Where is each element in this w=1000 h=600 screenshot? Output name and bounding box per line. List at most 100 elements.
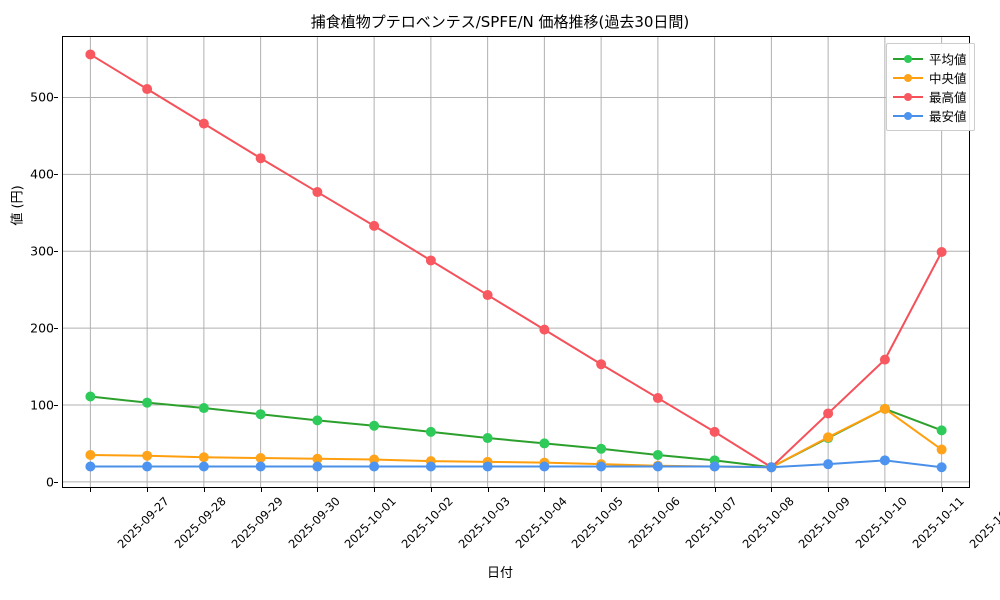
x-tick-mark (657, 488, 659, 492)
legend-swatch-icon (893, 90, 923, 104)
legend-swatch-icon (893, 52, 923, 66)
data-point (482, 461, 493, 472)
data-point (255, 153, 266, 164)
data-point (596, 359, 607, 370)
y-tick-mark (54, 97, 58, 99)
x-tick-mark (828, 488, 830, 492)
x-tick-label: 2025-10-05 (568, 494, 627, 552)
x-tick-label: 2025-10-08 (739, 494, 797, 552)
series-line-4 (89, 459, 943, 469)
x-tick-mark (544, 488, 546, 492)
data-point (936, 247, 947, 258)
data-point (312, 415, 323, 426)
data-point (709, 461, 720, 472)
legend-label: 中央値 (929, 71, 967, 86)
x-tick-label: 2025-10-06 (625, 494, 683, 552)
y-tick-label: 100 (30, 397, 54, 413)
plot-border (62, 36, 970, 488)
legend-swatch-icon (893, 71, 923, 85)
y-tick-label: 0 (46, 474, 54, 490)
data-point (369, 220, 380, 231)
data-point (709, 426, 720, 437)
legend-label: 平均値 (929, 52, 967, 67)
y-tick-mark (54, 404, 58, 406)
plot-area (62, 36, 970, 488)
data-point (823, 459, 834, 470)
data-point (936, 425, 947, 436)
x-tick-mark (374, 488, 376, 492)
data-point (312, 461, 323, 472)
y-tick-mark (54, 481, 58, 483)
x-tick-label: 2025-10-07 (682, 494, 740, 552)
data-point (652, 461, 663, 472)
x-tick-label: 2025-10-01 (341, 494, 400, 552)
data-point (369, 454, 380, 465)
x-tick-mark (601, 488, 603, 492)
data-point (255, 453, 266, 464)
x-tick-mark (771, 488, 773, 492)
data-point (198, 461, 209, 472)
data-point (198, 403, 209, 414)
data-point (539, 438, 550, 449)
x-tick-mark (714, 488, 716, 492)
data-point (596, 461, 607, 472)
legend-label: 最高値 (929, 90, 967, 105)
data-point (142, 450, 153, 461)
chart-legend: 平均値中央値最高値 最安値 (886, 43, 975, 131)
data-point (652, 393, 663, 404)
y-tick-label: 500 (30, 89, 54, 105)
x-tick-mark (317, 488, 319, 492)
series-line-2 (89, 407, 943, 469)
y-tick-label: 400 (30, 166, 54, 182)
data-point (425, 461, 436, 472)
data-point (482, 290, 493, 301)
legend-item-2[interactable]: 中央値 (893, 68, 967, 87)
data-point (823, 432, 834, 443)
legend-item-4[interactable]: 最安値 (893, 106, 967, 125)
x-axis-tick-labels: 2025-09-27 2025-09-28 2025-09-29 2025-09-30… (62, 488, 1000, 568)
data-point (85, 449, 96, 460)
legend-swatch-icon (893, 109, 923, 123)
data-point (85, 391, 96, 402)
legend-item-1[interactable]: 平均値 (893, 49, 967, 68)
x-tick-label: 2025-10-10 (852, 494, 910, 552)
data-point (198, 118, 209, 129)
x-tick-mark (941, 488, 943, 492)
y-tick-label: 300 (30, 243, 54, 259)
series-line-3 (89, 53, 943, 469)
data-point (482, 433, 493, 444)
legend-item-3[interactable]: 最高値 (893, 87, 967, 106)
data-point (879, 354, 890, 365)
y-tick-mark (54, 328, 58, 330)
y-tick-mark (54, 174, 58, 176)
data-point (936, 444, 947, 455)
y-tick-label: 200 (30, 320, 54, 336)
data-point (766, 462, 777, 473)
data-point (312, 453, 323, 464)
y-axis-tick-labels: 0 100 200 300 400 500 (0, 36, 58, 490)
data-point (142, 84, 153, 95)
data-point (198, 452, 209, 463)
data-point (652, 449, 663, 460)
x-tick-label: 2025-09-27 (114, 494, 173, 552)
x-tick-label: 2025-09-29 (228, 494, 286, 552)
data-point (879, 403, 890, 414)
data-point (255, 409, 266, 420)
data-point (255, 461, 266, 472)
data-point (936, 462, 947, 473)
chart-title: 捕食植物プテロベンテス/SPFE/N 価格推移(過去30日間) (310, 13, 690, 31)
x-tick-label: 2025-10-02 (398, 494, 456, 552)
data-point (425, 255, 436, 266)
data-point (539, 461, 550, 472)
data-point (369, 420, 380, 431)
x-tick-label: 2025-10-09 (795, 494, 854, 552)
x-tick-mark (487, 488, 489, 492)
plot-svg (62, 36, 970, 488)
data-point (142, 461, 153, 472)
x-tick-label: 2025-10-11 (909, 494, 967, 552)
data-point (312, 187, 323, 198)
data-point (539, 324, 550, 335)
x-tick-label: 2025-10-12 (966, 494, 1000, 552)
x-tick-label: 2025-10-04 (512, 494, 570, 552)
